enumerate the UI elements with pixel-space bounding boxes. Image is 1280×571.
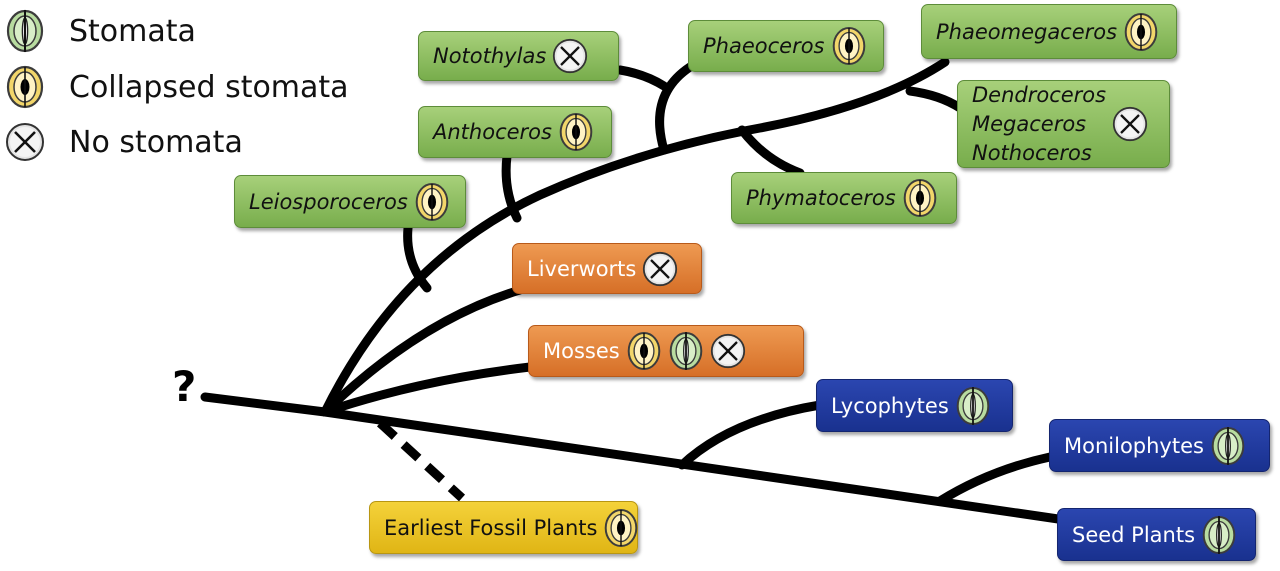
taxon-anthoceros: Anthoceros bbox=[418, 106, 612, 158]
taxon-label: Leiosporoceros bbox=[249, 189, 408, 214]
collapsed-stomata-icon bbox=[1124, 12, 1158, 51]
collapsed-stomata-icon bbox=[605, 508, 638, 547]
taxon-seed-plants: Seed Plants bbox=[1057, 508, 1256, 561]
stomata-icon bbox=[956, 386, 990, 425]
taxon-mosses: Mosses bbox=[528, 325, 804, 377]
taxon-label: Anthoceros bbox=[433, 120, 552, 144]
taxon-phaeomegaceros: Phaeomegaceros bbox=[921, 4, 1177, 59]
legend-item-collapsed-stomata: Collapsed stomata bbox=[5, 64, 349, 110]
taxon-label: Megaceros bbox=[972, 111, 1087, 136]
taxon-earliest-fossil-plants: Earliest Fossil Plants bbox=[369, 501, 638, 554]
taxon-label: Dendroceros bbox=[972, 82, 1107, 107]
no-stomata-icon bbox=[710, 333, 745, 369]
phymatoceros-branch bbox=[737, 125, 805, 178]
no-stomata-icon bbox=[643, 251, 678, 286]
notothylas-branch bbox=[615, 65, 669, 91]
taxon-label: Lycophytes bbox=[831, 393, 949, 418]
taxon-label: Monilophytes bbox=[1064, 433, 1204, 458]
legend-label: Collapsed stomata bbox=[69, 69, 349, 105]
no-stomata-icon bbox=[553, 38, 588, 74]
stomata-icon bbox=[1211, 426, 1245, 465]
anthoceros-branch bbox=[501, 151, 522, 223]
liverwort-branch bbox=[320, 285, 525, 417]
collapsed-stomata-icon bbox=[6, 65, 44, 109]
moss-branch bbox=[320, 362, 535, 417]
taxon-label: Seed Plants bbox=[1072, 522, 1196, 547]
taxon-label: Earliest Fossil Plants bbox=[384, 515, 598, 540]
taxon-label: Phaeoceros bbox=[703, 34, 825, 58]
stomata-icon bbox=[1202, 515, 1236, 554]
legend-label: Stomata bbox=[69, 13, 196, 49]
legend-item-no-stomata: No stomata bbox=[5, 119, 243, 165]
taxon-label: Mosses bbox=[543, 339, 620, 363]
no-stomata-icon bbox=[6, 123, 44, 161]
root-question-mark: ? bbox=[172, 362, 197, 411]
legend-label: No stomata bbox=[69, 124, 243, 160]
no-stomata-icon bbox=[1113, 106, 1148, 142]
legend-item-stomata: Stomata bbox=[5, 8, 196, 54]
hornwort-stem bbox=[320, 57, 950, 417]
monilophyte-branch bbox=[935, 452, 1055, 506]
collapsed-stomata-icon bbox=[627, 332, 661, 370]
collapsed-stomata-icon bbox=[903, 179, 936, 217]
taxon-label: Phaeomegaceros bbox=[936, 19, 1118, 44]
taxon-label: Nothoceros bbox=[972, 140, 1092, 165]
taxon-dendroceros-group: Dendroceros Megaceros Nothoceros bbox=[957, 80, 1170, 168]
taxon-monilophytes: Monilophytes bbox=[1049, 419, 1270, 472]
taxon-liverworts: Liverworts bbox=[512, 243, 702, 294]
taxon-label: Phymatoceros bbox=[746, 186, 896, 210]
dendroceros-branch bbox=[905, 86, 965, 113]
stomata-icon bbox=[669, 332, 703, 370]
taxon-notothylas: Notothylas bbox=[418, 31, 619, 81]
collapsed-stomata-icon bbox=[832, 27, 865, 65]
taxon-label: Notothylas bbox=[433, 44, 547, 68]
taxon-lycophytes: Lycophytes bbox=[816, 379, 1013, 432]
root-to-node-branch bbox=[200, 392, 330, 417]
lycophyte-branch bbox=[677, 400, 825, 470]
leiosporoceros-branch bbox=[403, 223, 432, 293]
notothylas-phaeoceros-clade bbox=[655, 62, 695, 155]
taxon-leiosporoceros: Leiosporoceros bbox=[234, 175, 466, 228]
taxon-phymatoceros: Phymatoceros bbox=[731, 172, 957, 224]
taxon-phaeoceros: Phaeoceros bbox=[688, 20, 884, 72]
collapsed-stomata-icon bbox=[559, 113, 593, 151]
stomata-icon bbox=[6, 9, 44, 53]
fossil-dashed-branch bbox=[376, 419, 466, 502]
collapsed-stomata-icon bbox=[415, 182, 449, 221]
taxon-label: Liverworts bbox=[527, 256, 637, 281]
